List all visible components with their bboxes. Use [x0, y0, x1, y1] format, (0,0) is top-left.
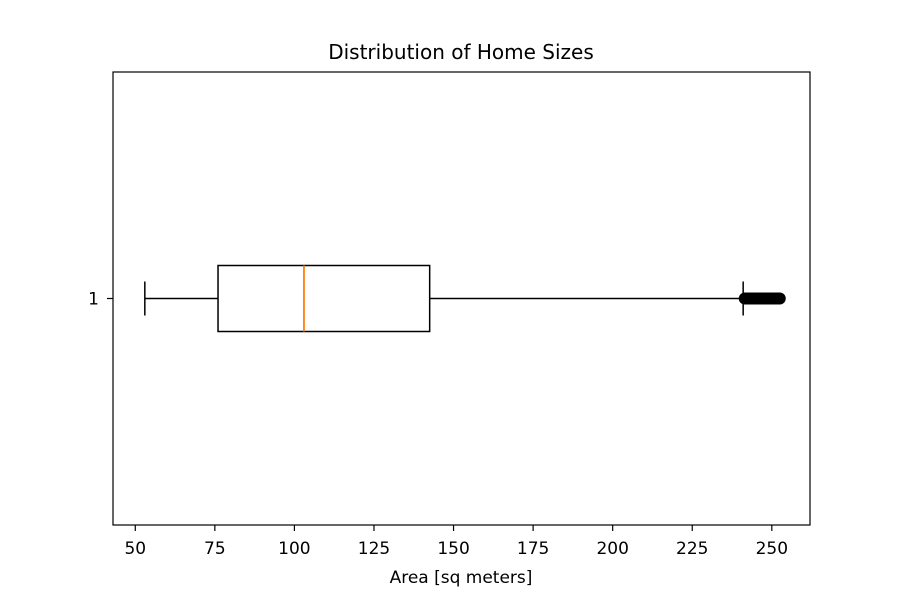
box-series: [144, 264, 786, 333]
x-tick-label: 250: [756, 539, 788, 559]
x-tick-label: 175: [517, 539, 549, 559]
x-tick-label: 75: [204, 539, 226, 559]
x-axis-label: Area [sq meters]: [390, 568, 533, 588]
x-tick-label: 225: [676, 539, 708, 559]
x-tick-label: 125: [358, 539, 390, 559]
x-tick-label: 100: [278, 539, 310, 559]
x-tick-label: 200: [596, 539, 628, 559]
x-tick-label: 50: [124, 539, 146, 559]
interquartile-box: [217, 264, 431, 333]
chart-title: Distribution of Home Sizes: [328, 40, 594, 64]
x-tick-label: 150: [437, 539, 469, 559]
outlier-point: [773, 292, 786, 305]
x-axis: 50 75 100 125 150 175 200 225 250: [124, 525, 788, 559]
y-tick-label: 1: [88, 290, 99, 310]
y-axis: 1: [88, 290, 113, 310]
